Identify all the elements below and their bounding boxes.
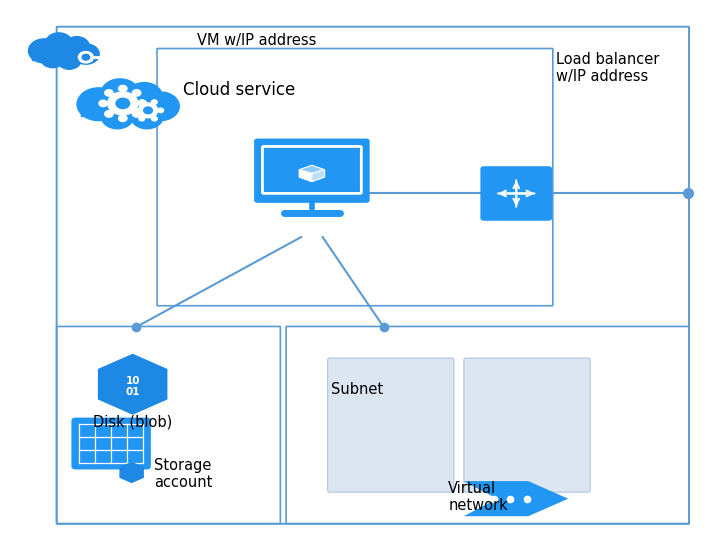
Polygon shape <box>299 169 312 181</box>
Circle shape <box>130 104 163 129</box>
Circle shape <box>65 37 89 56</box>
FancyBboxPatch shape <box>464 358 590 492</box>
Circle shape <box>77 88 120 120</box>
Circle shape <box>139 100 145 104</box>
FancyBboxPatch shape <box>328 358 454 492</box>
FancyBboxPatch shape <box>254 138 370 203</box>
Polygon shape <box>98 354 167 415</box>
Circle shape <box>101 79 139 107</box>
Circle shape <box>126 83 162 110</box>
FancyBboxPatch shape <box>480 166 552 221</box>
Circle shape <box>72 44 99 64</box>
Circle shape <box>118 86 127 92</box>
Circle shape <box>151 117 157 121</box>
Text: Load balancer
w/IP address: Load balancer w/IP address <box>556 52 659 84</box>
Text: Subnet: Subnet <box>331 382 384 397</box>
Circle shape <box>108 92 138 115</box>
Circle shape <box>133 111 141 117</box>
Circle shape <box>138 100 146 107</box>
Circle shape <box>139 117 145 121</box>
Circle shape <box>142 92 179 120</box>
Circle shape <box>29 39 60 63</box>
Circle shape <box>82 54 90 60</box>
Circle shape <box>41 50 65 68</box>
Circle shape <box>158 108 163 113</box>
PathPatch shape <box>464 481 568 516</box>
Circle shape <box>116 98 130 108</box>
Text: Disk (blob): Disk (blob) <box>93 415 172 430</box>
Text: Storage
account: Storage account <box>154 458 212 491</box>
Circle shape <box>143 107 153 114</box>
Text: Virtual
network: Virtual network <box>448 481 508 513</box>
Circle shape <box>101 104 133 129</box>
Polygon shape <box>119 462 144 483</box>
Text: 01: 01 <box>125 387 140 397</box>
Circle shape <box>105 90 113 96</box>
Bar <box>81 110 165 117</box>
Text: VM w/IP address: VM w/IP address <box>197 33 316 49</box>
Bar <box>32 54 88 60</box>
Text: Cloud service: Cloud service <box>183 81 295 99</box>
Circle shape <box>151 100 157 104</box>
Circle shape <box>138 103 158 118</box>
Polygon shape <box>312 169 325 181</box>
FancyBboxPatch shape <box>72 417 151 469</box>
Circle shape <box>133 90 141 96</box>
Circle shape <box>105 111 113 117</box>
Circle shape <box>133 108 138 113</box>
Circle shape <box>99 100 108 107</box>
Circle shape <box>118 115 127 122</box>
FancyBboxPatch shape <box>262 147 361 193</box>
Circle shape <box>78 52 93 63</box>
Circle shape <box>46 33 72 53</box>
Text: 10: 10 <box>125 376 140 386</box>
Circle shape <box>57 52 81 69</box>
Polygon shape <box>299 165 325 173</box>
